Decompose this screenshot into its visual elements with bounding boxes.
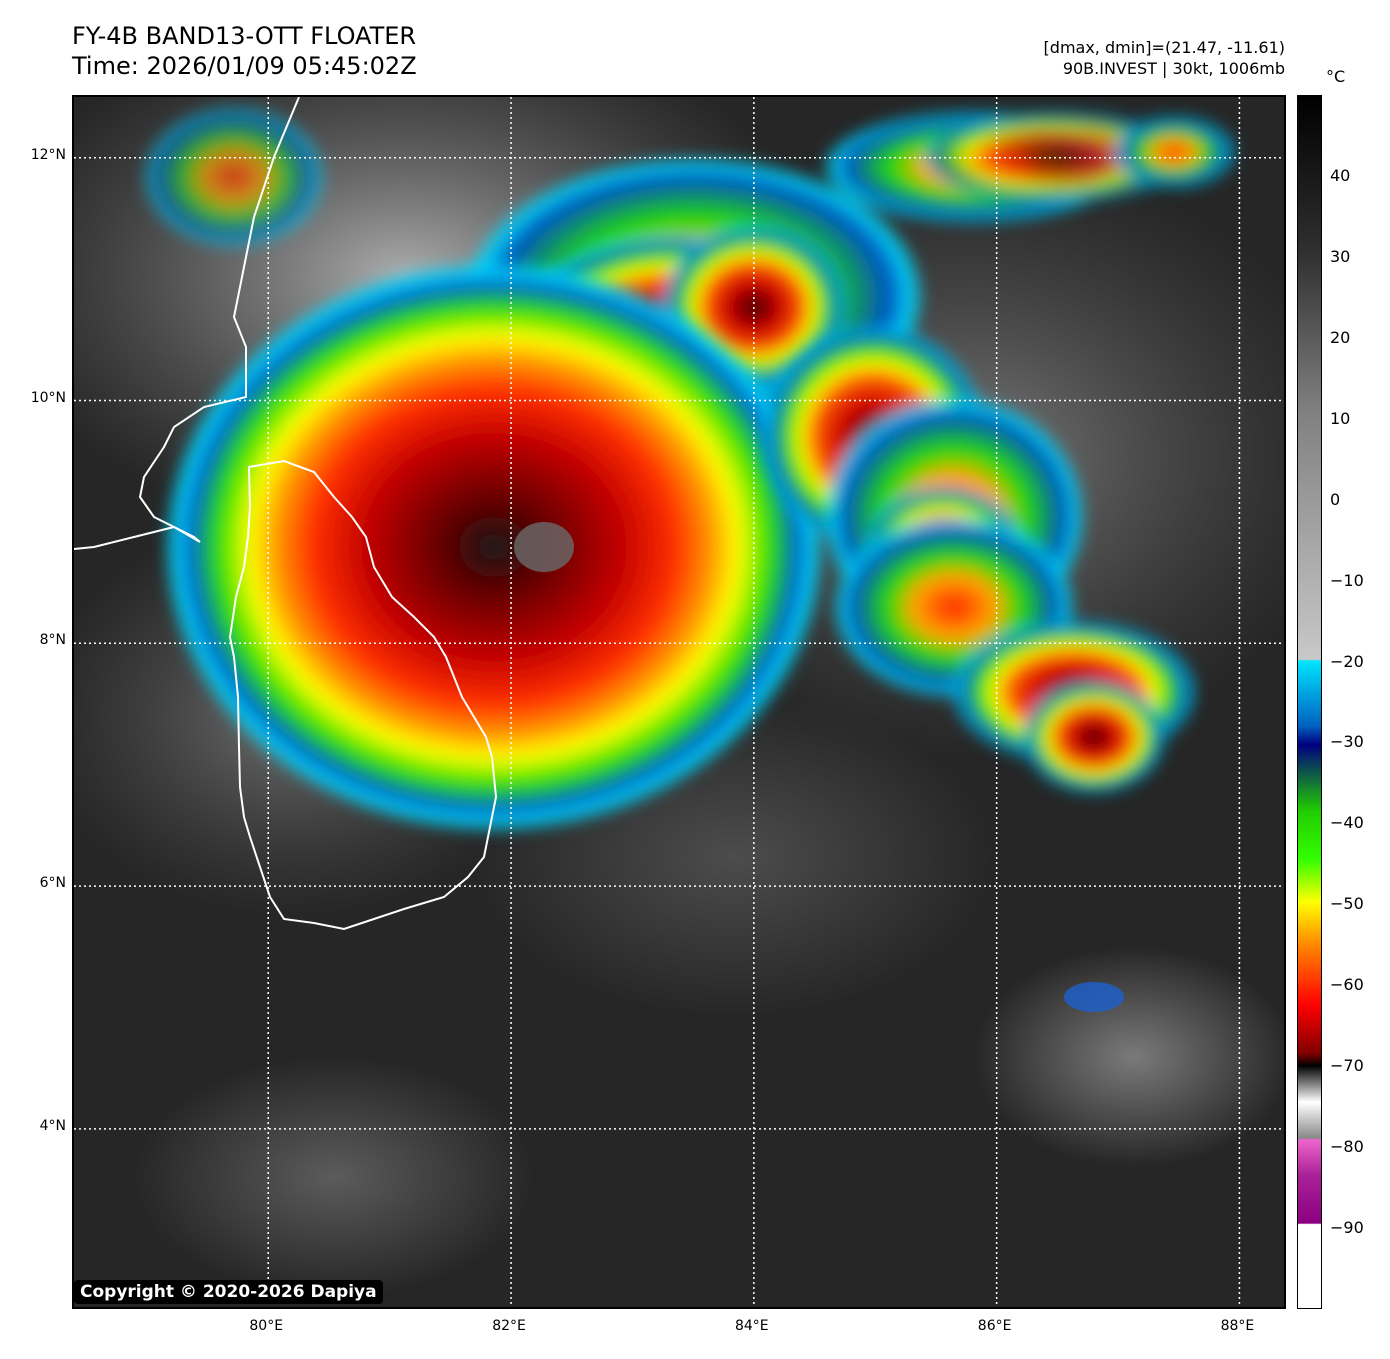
colorbar-tick-label: 20 bbox=[1330, 327, 1351, 347]
colorbar-tick-label: −90 bbox=[1330, 1218, 1364, 1238]
lon-label: 82°E bbox=[492, 1318, 526, 1334]
data-range-text: [dmax, dmin]=(21.47, -11.61) bbox=[1043, 38, 1285, 57]
satellite-imagery bbox=[74, 97, 1284, 1307]
colorbar-tick-label: 10 bbox=[1330, 408, 1351, 428]
lon-label: 86°E bbox=[977, 1318, 1012, 1334]
colorbar-tick-label: −10 bbox=[1330, 570, 1364, 590]
lat-lon-gridlines bbox=[74, 97, 1284, 1307]
lon-label: 84°E bbox=[734, 1318, 769, 1334]
colorbar-unit: °C bbox=[1326, 67, 1346, 86]
colorbar-tick-label: −30 bbox=[1330, 732, 1364, 752]
lat-label: 4°N bbox=[39, 1117, 66, 1134]
lon-label: 88°E bbox=[1220, 1318, 1255, 1334]
colorbar bbox=[1297, 95, 1322, 1309]
satellite-map[interactable] bbox=[72, 95, 1286, 1309]
storm-info-text: 90B.INVEST | 30kt, 1006mb bbox=[1062, 59, 1285, 78]
title-line-1: FY-4B BAND13-OTT FLOATER bbox=[72, 22, 417, 50]
colorbar-tick-label: 40 bbox=[1330, 165, 1351, 185]
lat-label: 8°N bbox=[39, 632, 66, 649]
title-line-2: Time: 2026/01/09 05:45:02Z bbox=[72, 52, 417, 80]
colorbar-tick-label: −70 bbox=[1330, 1056, 1364, 1076]
lon-label: 80°E bbox=[249, 1318, 284, 1334]
sri-lanka-coast bbox=[228, 459, 498, 931]
colorbar-tick-label: 0 bbox=[1330, 489, 1341, 509]
colorbar-tick-label: −40 bbox=[1330, 813, 1364, 833]
copyright-label: Copyright © 2020-2026 Dapiya bbox=[74, 1280, 383, 1304]
colorbar-tick-label: −50 bbox=[1330, 894, 1364, 914]
colorbar-tick-label: 30 bbox=[1330, 246, 1351, 266]
lat-label: 12°N bbox=[30, 146, 66, 163]
lat-label: 6°N bbox=[39, 875, 66, 892]
coastline-path bbox=[74, 97, 300, 550]
colorbar-tick-label: −80 bbox=[1330, 1137, 1364, 1157]
colorbar-tick-label: −60 bbox=[1330, 975, 1364, 995]
colorbar-tick-label: −20 bbox=[1330, 651, 1364, 671]
lat-label: 10°N bbox=[30, 389, 66, 406]
